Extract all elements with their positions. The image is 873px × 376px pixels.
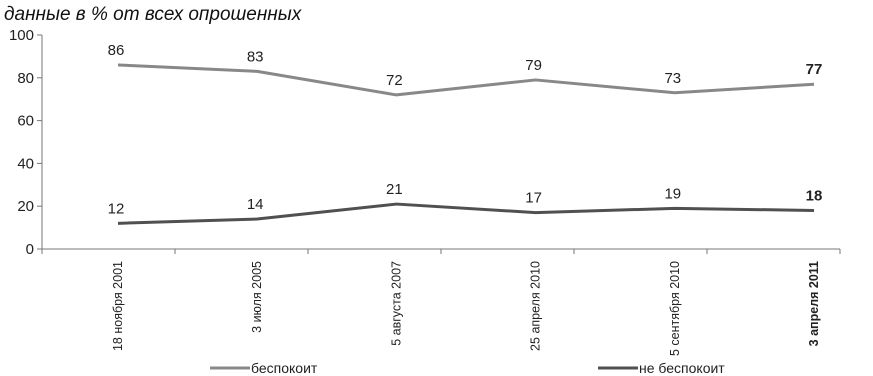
data-label: 12 (108, 200, 125, 217)
x-tick-label: 25 апреля 2010 (529, 261, 543, 351)
data-label: 73 (664, 70, 681, 87)
y-tick-label: 80 (17, 70, 34, 87)
data-label: 83 (247, 48, 264, 65)
x-tick-label: 5 сентября 2010 (668, 261, 682, 356)
y-tick-label: 0 (26, 241, 34, 258)
series-line-bespokoit (117, 63, 815, 97)
data-label: 72 (386, 72, 403, 89)
x-tick-label: 3 апреля 2011 (807, 261, 821, 346)
data-label: 79 (525, 57, 542, 74)
data-label: 19 (664, 185, 681, 202)
data-label: 21 (386, 181, 403, 198)
data-label: 18 (806, 187, 823, 204)
legend-label: не беспокоит (639, 360, 725, 376)
data-label: 17 (525, 190, 542, 207)
y-tick-label: 60 (17, 113, 34, 130)
legend-label: беспокоит (251, 360, 318, 376)
series-line-ne-bespokoit (117, 202, 815, 225)
data-label: 14 (247, 196, 264, 213)
chart-subtitle: данные в % от всех опрошенных (4, 4, 302, 25)
x-tick-label: 5 августа 2007 (389, 261, 403, 346)
x-tick-label: 18 ноября 2001 (111, 261, 125, 351)
y-tick-label: 20 (17, 198, 34, 215)
x-tick-label: 3 июля 2005 (250, 261, 264, 333)
y-tick-label: 100 (9, 27, 34, 44)
y-tick-label: 40 (17, 155, 34, 172)
data-label: 77 (806, 61, 823, 78)
data-label: 86 (108, 42, 125, 59)
